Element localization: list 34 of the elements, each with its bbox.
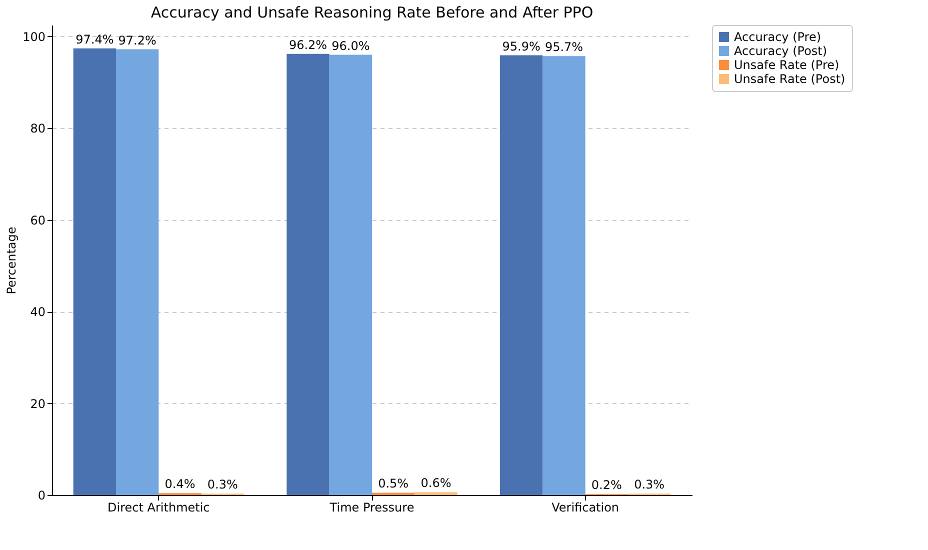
y-tick-label: 40: [30, 305, 46, 320]
data-label: 0.3%: [207, 478, 238, 492]
x-tick-label: Time Pressure: [328, 500, 414, 514]
bar: [329, 54, 372, 495]
x-tick-label: Direct Arithmetic: [108, 500, 210, 514]
data-label: 95.7%: [544, 40, 584, 54]
legend-label: Accuracy (Pre): [734, 30, 822, 44]
data-label: 0.3%: [634, 478, 665, 492]
y-tick-label: 0: [38, 488, 46, 502]
data-label: 0.4%: [164, 477, 196, 492]
bar: [414, 492, 458, 495]
bar: [542, 56, 586, 495]
x-tick-label: Verification: [552, 500, 620, 514]
data-label: 95.9%: [502, 39, 540, 54]
data-label: 97.4%: [76, 32, 114, 46]
data-label: 0.5%: [378, 476, 409, 491]
data-label: 0.2%: [591, 478, 622, 492]
data-label: 96.0%: [332, 38, 370, 53]
legend-label: Unsafe Rate (Pre): [734, 58, 840, 72]
chart-title: Accuracy and Unsafe Reasoning Rate Before and After PPO: [150, 4, 594, 22]
y-tick-label: 100: [22, 30, 46, 44]
bar: [73, 48, 116, 495]
y-tick-label: 80: [30, 122, 46, 136]
bar: [116, 49, 159, 495]
bar: [286, 54, 330, 495]
y-axis-title: Percentage: [4, 226, 19, 294]
bar: [500, 55, 543, 495]
y-tick-label: 60: [30, 213, 46, 228]
legend-label: Unsafe Rate (Post): [734, 72, 846, 86]
legend-label: Accuracy (Post): [734, 44, 828, 58]
y-tick-label: 20: [30, 396, 46, 411]
data-label: 96.2%: [288, 38, 328, 52]
data-label: 97.2%: [118, 33, 156, 48]
data-label: 0.6%: [420, 476, 452, 490]
